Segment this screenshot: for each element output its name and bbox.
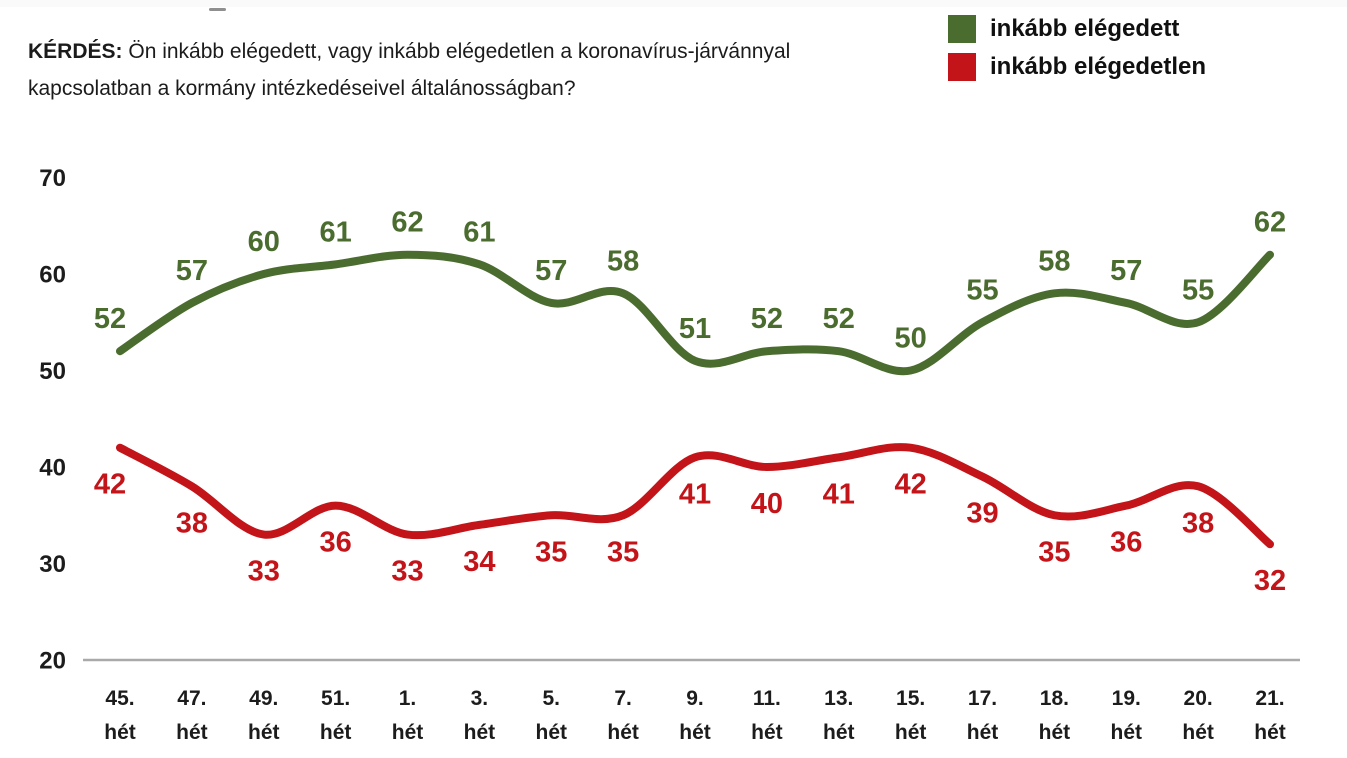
x-axis-label-unit: hét [1111,721,1143,744]
x-axis-label: 19. [1112,687,1141,710]
data-label: 42 [94,469,126,501]
chart-question: KÉRDÉS: Ön inkább elégedett, vagy inkább… [28,33,938,107]
x-axis-label-unit: hét [248,721,280,744]
x-axis-label: 5. [542,687,560,710]
legend-swatch-green [948,15,976,43]
series-line-1 [116,443,1274,549]
x-axis-label-unit: hét [320,721,352,744]
y-axis-label: 40 [39,455,66,482]
x-axis-label-unit: hét [967,721,999,744]
data-label: 33 [391,556,423,588]
artifact-dash [209,8,226,11]
x-axis-label: 3. [471,687,489,710]
data-label: 52 [751,303,783,335]
x-axis-label: 49. [249,687,278,710]
y-axis-label: 60 [39,262,66,289]
data-label: 62 [391,207,423,239]
x-axis-label-unit: hét [1254,721,1286,744]
x-axis-label-unit: hét [895,721,927,744]
x-axis-label: 7. [614,687,632,710]
data-label: 52 [94,303,126,335]
x-axis-label: 21. [1255,687,1284,710]
x-axis-label: 9. [686,687,704,710]
top-strip [0,0,1347,7]
data-label: 35 [607,536,639,568]
y-axis-label: 70 [39,165,66,192]
x-axis-label-unit: hét [823,721,855,744]
data-label: 61 [463,216,495,248]
series-line-0 [116,250,1274,376]
x-axis-label: 15. [896,687,925,710]
legend-label-dissatisfied: inkább elégedetlen [990,53,1207,80]
data-label: 41 [823,478,855,510]
x-axis-label: 20. [1184,687,1213,710]
x-axis-label-unit: hét [176,721,208,744]
legend-item-dissatisfied: inkább elégedetlen [948,53,1206,81]
data-label: 58 [1038,245,1070,277]
legend-label-satisfied: inkább elégedett [990,15,1180,42]
data-label: 35 [535,536,567,568]
data-label: 62 [1254,207,1286,239]
data-label: 57 [1110,255,1142,287]
data-label: 38 [176,507,208,539]
data-label: 41 [679,478,711,510]
data-label: 60 [248,226,280,258]
x-axis-label-unit: hét [751,721,783,744]
question-text-1: Ön inkább elégedett, vagy inkább elégede… [128,40,791,63]
data-label: 57 [535,255,567,287]
legend-item-satisfied: inkább elégedett [948,15,1206,43]
x-axis-label-unit: hét [1182,721,1214,744]
data-label: 58 [607,245,639,277]
data-label: 52 [823,303,855,335]
x-axis-label: 18. [1040,687,1069,710]
x-axis-label-unit: hét [536,721,568,744]
data-label: 42 [894,469,926,501]
data-label: 39 [966,498,998,530]
x-axis-label-unit: hét [392,721,424,744]
x-axis-label: 45. [105,687,134,710]
data-label: 57 [176,255,208,287]
question-line-2: kapcsolatban a kormány intézkedéseivel á… [28,70,938,107]
x-axis-label-unit: hét [679,721,711,744]
x-axis-label: 47. [177,687,206,710]
x-axis-label: 17. [968,687,997,710]
x-axis-label-unit: hét [464,721,496,744]
x-axis-label: 51. [321,687,350,710]
data-label: 36 [1110,527,1142,559]
question-prefix: KÉRDÉS: [28,40,123,63]
data-label: 55 [966,274,998,306]
x-axis-label: 1. [399,687,417,710]
data-label: 33 [248,556,280,588]
data-label: 50 [894,323,926,355]
legend: inkább elégedett inkább elégedetlen [948,15,1206,81]
x-axis-label-unit: hét [1039,721,1071,744]
x-axis-label: 11. [753,687,781,710]
data-label: 36 [319,527,351,559]
data-label: 35 [1038,536,1070,568]
data-label: 38 [1182,507,1214,539]
data-label: 34 [463,546,495,578]
data-label: 32 [1254,565,1286,597]
data-label: 61 [319,216,351,248]
data-label: 40 [751,488,783,520]
question-text-2: kapcsolatban a kormány intézkedéseivel á… [28,77,576,100]
x-axis-label-unit: hét [104,721,136,744]
x-axis-label: 13. [824,687,853,710]
data-label: 55 [1182,274,1214,306]
question-line-1: KÉRDÉS: Ön inkább elégedett, vagy inkább… [28,33,938,70]
x-axis-label-unit: hét [607,721,639,744]
legend-swatch-red [948,53,976,81]
data-label: 51 [679,313,711,345]
y-axis-label: 50 [39,358,66,385]
y-axis-label: 20 [39,648,66,675]
y-axis-label: 30 [39,551,66,578]
